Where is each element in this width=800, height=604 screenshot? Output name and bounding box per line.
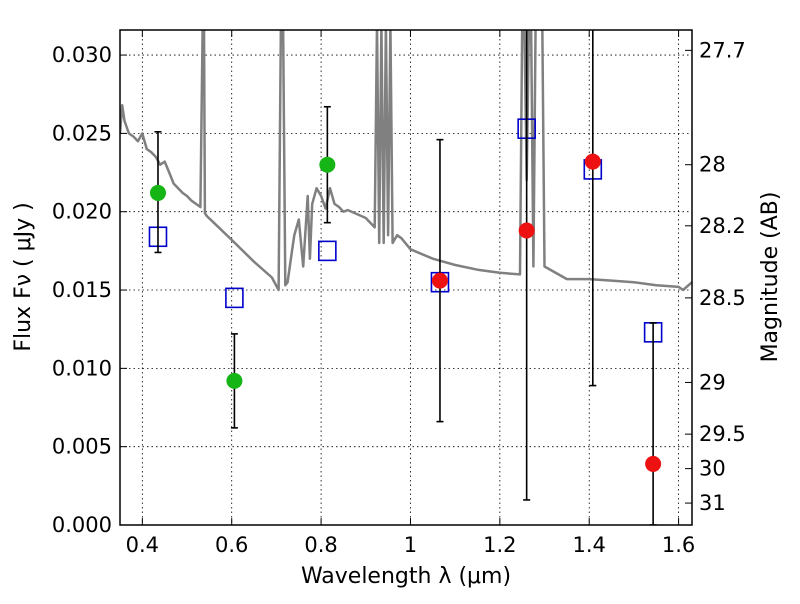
plot-area [120, 30, 692, 525]
y-tick-label: 0.005 [52, 435, 112, 459]
green-data-point [149, 184, 166, 201]
model-square-point [318, 240, 337, 262]
green-data-point [226, 372, 243, 389]
red-data-point [431, 272, 448, 289]
y-tick-label: 0.000 [52, 513, 112, 537]
y-tick-label: 0.010 [52, 356, 112, 380]
red-data-point [645, 455, 662, 472]
y2-axis-label: Magnitude (AB) [758, 192, 783, 363]
y2-tick-label: 28 [699, 153, 726, 177]
model-spectrum-line [120, 30, 692, 292]
grid-lines [120, 30, 692, 526]
green-data-point [319, 156, 336, 173]
y-axis-label: Flux Fν ( μJy ) [11, 202, 36, 351]
x-tick-label: 1.6 [662, 533, 695, 557]
y2-tick-label: 29.5 [699, 422, 746, 446]
y2-tick-label: 29 [699, 370, 726, 394]
x-tick-label: 0.4 [126, 533, 159, 557]
red-data-point [518, 222, 535, 239]
model-square-point [225, 287, 244, 309]
y2-tick-label: 28.5 [699, 286, 746, 310]
red-data-point [584, 153, 601, 170]
y2-tick-label: 31 [699, 491, 726, 515]
x-tick-label: 0.6 [215, 533, 248, 557]
y2-tick-label: 28.2 [699, 214, 746, 238]
y2-tick-label: 27.7 [699, 38, 746, 62]
y2-tick-label: 30 [699, 457, 726, 481]
x-axis-label: Wavelength λ (μm) [301, 564, 511, 589]
y-axis-left: 0.000 0.005 0.010 0.015 0.020 0.025 0.030 [52, 43, 127, 537]
y-tick-label: 0.030 [52, 43, 112, 67]
y-tick-label: 0.025 [52, 121, 112, 145]
y-axis-right: 27.7 28 28.2 28.5 29 29.5 30 31 [685, 38, 746, 515]
x-tick-label: 1.4 [573, 533, 606, 557]
x-tick-label: 1 [404, 533, 417, 557]
x-tick-label: 1.2 [483, 533, 516, 557]
x-axis: 0.4 0.6 0.8 1 1.2 1.4 1.6 [126, 30, 695, 557]
y-tick-label: 0.020 [52, 200, 112, 224]
y-tick-label: 0.015 [52, 278, 112, 302]
x-tick-label: 0.8 [304, 533, 337, 557]
plot-frame [119, 29, 693, 526]
